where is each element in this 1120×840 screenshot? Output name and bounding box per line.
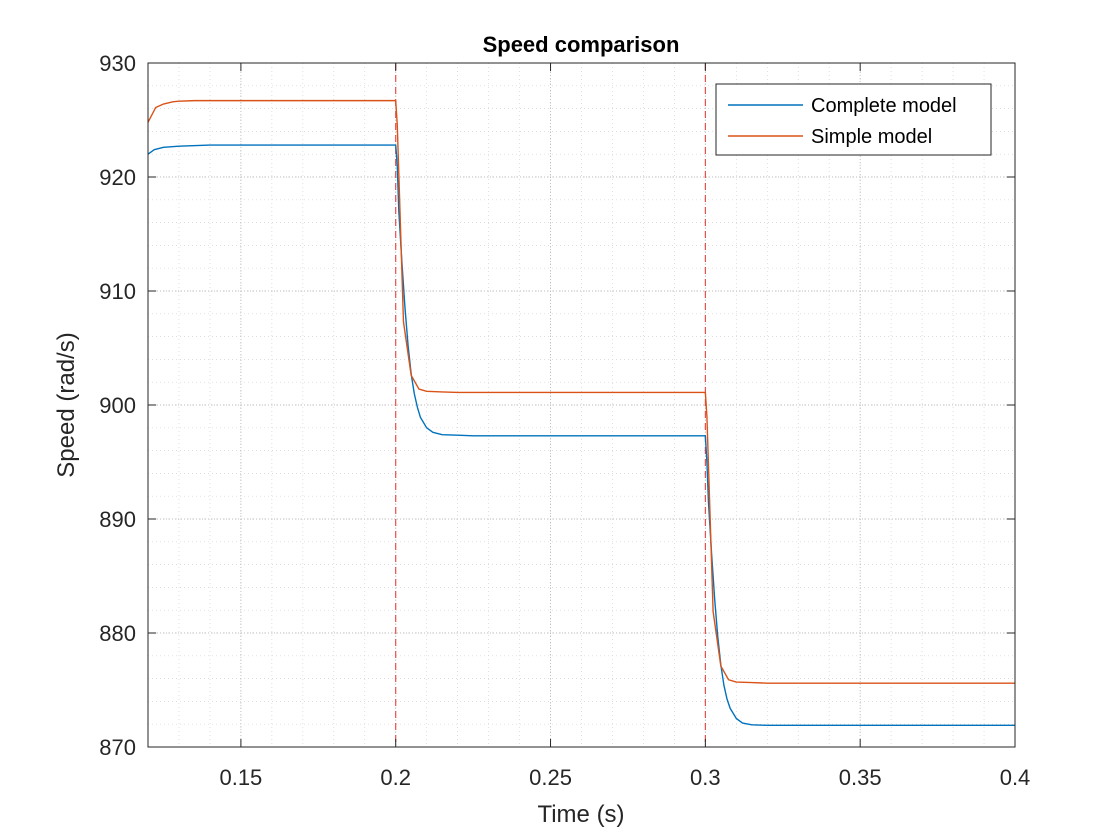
series-line-complete-model	[147, 144, 1015, 727]
plot-area	[147, 62, 1016, 748]
x-tick-label: 0.3	[690, 765, 721, 790]
x-tick-label: 0.15	[219, 765, 262, 790]
y-tick-label: 890	[99, 507, 136, 532]
series-layer	[147, 99, 1015, 727]
chart-title: Speed comparison	[483, 32, 680, 57]
legend: Complete model Simple model	[715, 83, 992, 156]
y-tick-labels: 870 880 890 900 910 920 930	[99, 51, 136, 760]
x-tick-label: 0.35	[839, 765, 882, 790]
x-axis-label: Time (s)	[537, 801, 624, 828]
legend-label-simple-model: Simple model	[811, 126, 932, 148]
y-tick-label: 930	[99, 51, 136, 76]
x-tick-label: 0.25	[529, 765, 572, 790]
y-tick-label: 870	[99, 735, 136, 760]
y-tick-label: 880	[99, 621, 136, 646]
y-tick-label: 910	[99, 279, 136, 304]
tick-marks	[148, 62, 1016, 748]
x-tick-label: 0.2	[380, 765, 411, 790]
y-axis-label: Speed (rad/s)	[53, 332, 80, 477]
legend-label-complete-model: Complete model	[811, 95, 957, 117]
x-tick-labels: 0.15 0.2 0.25 0.3 0.35 0.4	[219, 765, 1030, 790]
y-tick-label: 920	[99, 165, 136, 190]
y-tick-label: 900	[99, 393, 136, 418]
event-lines	[395, 63, 706, 747]
legend-box	[715, 83, 992, 156]
x-tick-label: 0.4	[1000, 765, 1031, 790]
series-line-simple-model	[147, 99, 1015, 684]
